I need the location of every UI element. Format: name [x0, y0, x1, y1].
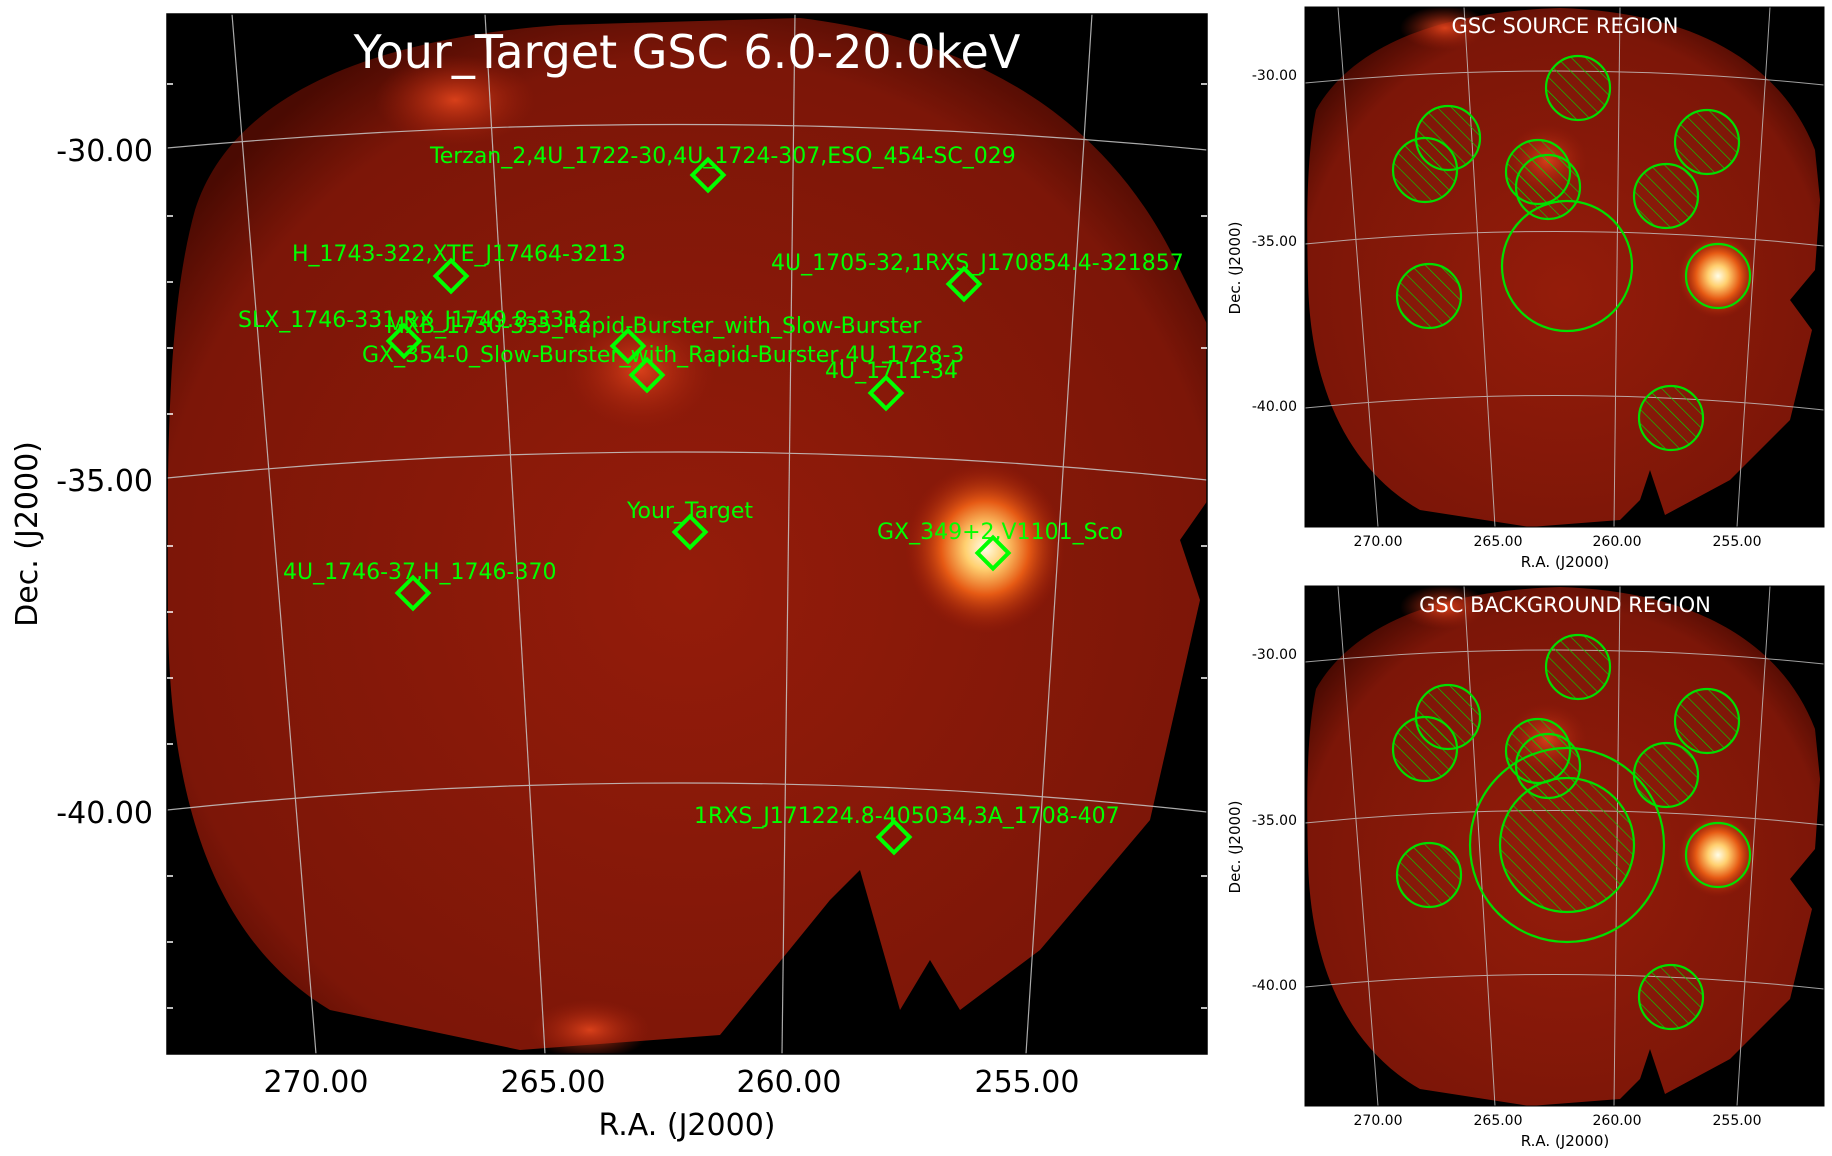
source-ytick: -35.00 [1252, 234, 1297, 250]
source-label: 4U_1746-37,H_1746-370 [283, 560, 556, 585]
background-ytick: -30.00 [1252, 647, 1297, 663]
background-region-circles [1391, 633, 1741, 1031]
excluded-region [1544, 54, 1612, 122]
marker-gx-349 [974, 534, 1012, 572]
main-minor-ticks [167, 83, 1207, 1009]
marker-terzan-2 [689, 156, 727, 194]
main-coordinate-grid [167, 14, 1207, 1054]
bright-source-region [1684, 821, 1752, 889]
main-ytick: -40.00 [56, 796, 153, 831]
excluded-region [1514, 153, 1582, 221]
source-label: 1RXS_J171224.8-405034,3A_1708-407 [694, 804, 1120, 829]
background-coordinate-grid [1305, 586, 1824, 1106]
source-region-panel: GSC SOURCE REGION -30.00 -35.00 -40.00 2… [1226, 6, 1825, 571]
marker-mxb-1730 [609, 327, 647, 365]
main-xtick: 265.00 [501, 1065, 606, 1100]
marker-h-1743 [432, 257, 470, 295]
source-panel-title: GSC SOURCE REGION [1452, 14, 1679, 38]
main-ytick: -30.00 [56, 134, 153, 169]
excluded-region [1544, 633, 1612, 701]
main-glow-center [565, 310, 715, 430]
source-coordinate-grid [1305, 7, 1824, 527]
background-xtick: 260.00 [1593, 1113, 1642, 1129]
main-exposure-region [167, 18, 1207, 1050]
source-label: Terzan_2,4U_1722-30,4U_1724-307,ESO_454-… [429, 144, 1016, 169]
marker-gx-354 [628, 356, 666, 394]
excluded-region [1391, 136, 1459, 204]
excluded-region [1395, 262, 1463, 330]
background-xtick: 255.00 [1713, 1113, 1762, 1129]
main-glow-bottom [530, 1000, 650, 1054]
background-xtick: 270.00 [1354, 1113, 1403, 1129]
main-plot-frame [166, 13, 1208, 1055]
source-plot-frame [1304, 6, 1825, 528]
main-ylabel: Dec. (J2000) [10, 441, 45, 627]
background-ytick: -40.00 [1252, 978, 1297, 994]
source-label: GX_354-0_Slow-Burster_with_Rapid-Burster… [362, 343, 964, 368]
source-xtick: 255.00 [1713, 534, 1762, 550]
source-ytick: -30.00 [1252, 68, 1297, 84]
source-label: GX_349+2,V1101_Sco [877, 520, 1123, 545]
marker-1rxs-1712 [875, 818, 913, 856]
excluded-region [1632, 162, 1700, 230]
source-xtick: 265.00 [1474, 534, 1523, 550]
main-ytick: -35.00 [56, 464, 153, 499]
source-label: Your_Target [626, 499, 753, 524]
background-ylabel: Dec. (J2000) [1226, 801, 1244, 894]
source-ytick: -40.00 [1252, 399, 1297, 415]
marker-4u-1705 [945, 265, 983, 303]
excluded-region [1637, 384, 1705, 452]
background-xtick: 265.00 [1474, 1113, 1523, 1129]
excluded-region [1637, 963, 1705, 1031]
background-region-panel: GSC BACKGROUND REGION -30.00 -35.00 -40.… [1226, 585, 1825, 1150]
background-ytick: -35.00 [1252, 813, 1297, 829]
main-xtick: 255.00 [975, 1065, 1080, 1100]
marker-4u-1711 [867, 374, 905, 412]
background-annulus-outer [1468, 746, 1666, 944]
background-panel-title: GSC BACKGROUND REGION [1419, 593, 1711, 617]
excluded-region [1632, 741, 1700, 809]
main-xlabel: R.A. (J2000) [599, 1108, 776, 1143]
source-bright-glow [1678, 234, 1758, 318]
source-ylabel: Dec. (J2000) [1226, 222, 1244, 315]
marker-slx-1746 [385, 322, 423, 360]
background-glow-top [1400, 586, 1490, 629]
bright-source-region [1684, 242, 1752, 310]
background-xlabel: R.A. (J2000) [1521, 1132, 1610, 1150]
excluded-region [1391, 715, 1459, 783]
marker-4u-1746 [394, 574, 432, 612]
source-label: 4U_1705-32,1RXS_J170854.4-321857 [771, 251, 1184, 276]
target-exclusion-region [1498, 776, 1636, 914]
main-glow-top [375, 55, 535, 145]
source-label: SLX_1746-331,RX_J1749.8-3312 [238, 308, 592, 333]
background-plot-frame [1304, 585, 1825, 1107]
main-xtick: 270.00 [264, 1065, 369, 1100]
main-title: Your_Target GSC 6.0-20.0keV [353, 25, 1021, 79]
main-xtick: 260.00 [737, 1065, 842, 1100]
excluded-region [1673, 687, 1741, 755]
source-region-circles [1391, 54, 1741, 452]
marker-your-target [671, 513, 709, 551]
target-source-region [1500, 199, 1634, 333]
source-label: 4U_1711-34 [825, 359, 958, 384]
source-label: MXB_1730-335_Rapid-Burster_with_Slow-Bur… [386, 314, 922, 339]
main-panel: Your_Target GSC 6.0-20.0keV Terzan_2,4U_… [10, 13, 1208, 1143]
source-xlabel: R.A. (J2000) [1521, 553, 1610, 571]
source-label: H_1743-322,XTE_J17464-3213 [292, 242, 626, 267]
excluded-region [1673, 108, 1741, 176]
source-labels: Terzan_2,4U_1722-30,4U_1724-307,ESO_454-… [238, 144, 1184, 829]
source-xtick: 260.00 [1593, 534, 1642, 550]
excluded-region [1395, 841, 1463, 909]
source-glow-top [1400, 7, 1490, 50]
source-xtick: 270.00 [1354, 534, 1403, 550]
background-bright-glow [1678, 813, 1758, 897]
source-markers [385, 156, 1012, 856]
